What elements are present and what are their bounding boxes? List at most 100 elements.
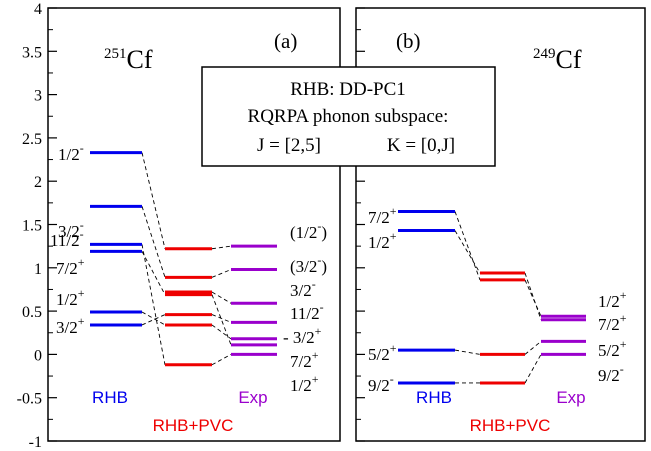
label-spin: 11/2 bbox=[290, 304, 320, 323]
legend-pvc-a: RHB+PVC bbox=[153, 416, 234, 435]
label-spin: 1/2 bbox=[290, 376, 312, 395]
legend-exp-b: Exp bbox=[556, 388, 585, 407]
level-label: 11/2- bbox=[50, 227, 84, 250]
level-label: 3/2- bbox=[58, 218, 84, 241]
label-spin: 9/2 bbox=[368, 376, 390, 395]
y-tick-label: 4 bbox=[34, 1, 42, 18]
label-spin: 5/2 bbox=[368, 345, 390, 364]
label-spin: 3/2 bbox=[58, 222, 80, 241]
label-parity: - bbox=[317, 219, 321, 233]
level-label: 1/2+ bbox=[290, 372, 319, 395]
level-connector bbox=[211, 245, 232, 250]
level-connector bbox=[524, 279, 542, 317]
level-label: (1/2-) bbox=[290, 219, 327, 242]
label-parity: + bbox=[78, 286, 85, 300]
label-parity: + bbox=[78, 255, 85, 269]
panel-a-tag: (a) bbox=[274, 29, 297, 53]
level-connector bbox=[141, 314, 166, 326]
panel-a-symbol: Cf bbox=[127, 45, 153, 74]
level-label: 11/2- bbox=[290, 300, 324, 323]
y-axis: -1 -0.5 0 0.5 1 1.5 2 2.5 3 3.5 4 bbox=[17, 1, 365, 451]
label-prefix: - bbox=[283, 328, 293, 347]
label-parity: - bbox=[390, 372, 394, 386]
label-spin: 7/2 bbox=[56, 259, 78, 278]
label-parity: + bbox=[620, 311, 627, 325]
panel-a-nucleus: 251Cf bbox=[104, 45, 153, 74]
level-label: 7/2+ bbox=[368, 204, 397, 227]
y-tick-label: 2.5 bbox=[22, 131, 42, 148]
info-line-2: RQRPA phonon subspace: bbox=[248, 106, 449, 127]
legend-rhb-b: RHB bbox=[416, 388, 452, 407]
label-suffix: ) bbox=[321, 257, 327, 276]
level-label: 7/2+ bbox=[56, 255, 85, 278]
label-parity: + bbox=[620, 337, 627, 351]
label-spin: (1/2 bbox=[290, 223, 317, 242]
y-tick-label: 3.5 bbox=[22, 44, 42, 61]
level-labels: 1/2-3/2-11/2-7/2+1/2+3/2+(1/2-)(3/2-)3/2… bbox=[50, 141, 627, 395]
level-connector bbox=[524, 354, 542, 384]
info-line-3-k: K = [0,J] bbox=[387, 135, 455, 156]
y-tick-label: 2 bbox=[34, 174, 42, 191]
info-box-frame bbox=[201, 66, 496, 167]
legend-rhb-a: RHB bbox=[92, 388, 128, 407]
level-connector bbox=[211, 291, 232, 304]
levels bbox=[90, 151, 586, 385]
level-connector bbox=[141, 244, 166, 365]
label-parity: - bbox=[317, 253, 321, 267]
y-tick-label: -0.5 bbox=[17, 391, 42, 408]
label-spin: 1/2 bbox=[56, 290, 78, 309]
y-tick-label: 1.5 bbox=[22, 218, 42, 235]
panel-b-nucleus: 249Cf bbox=[533, 45, 582, 74]
label-spin: 1/2 bbox=[598, 292, 620, 311]
y-tick-label: -1 bbox=[29, 434, 42, 451]
level-connector bbox=[454, 211, 481, 281]
panel-b-symbol: Cf bbox=[556, 45, 582, 74]
label-parity: + bbox=[312, 372, 319, 386]
level-connector bbox=[141, 251, 166, 295]
level-connector bbox=[524, 272, 542, 320]
label-spin: 3/2 bbox=[290, 281, 312, 300]
level-connector bbox=[211, 294, 232, 346]
label-spin: 1/2 bbox=[368, 233, 390, 252]
label-parity: + bbox=[390, 229, 397, 243]
level-label: 5/2+ bbox=[598, 337, 627, 360]
y-tick-label: 1 bbox=[34, 261, 42, 278]
label-parity: - bbox=[80, 227, 84, 241]
panel-b-tag: (b) bbox=[396, 29, 421, 53]
y-tick-label: 0.5 bbox=[22, 304, 42, 321]
level-label: 9/2- bbox=[598, 362, 624, 385]
panel-b-mass: 249 bbox=[533, 46, 556, 62]
label-parity: - bbox=[80, 141, 84, 155]
level-connector bbox=[524, 341, 542, 355]
level-label: 1/2+ bbox=[368, 229, 397, 252]
level-label: 9/2- bbox=[368, 372, 394, 395]
label-suffix: ) bbox=[321, 223, 327, 242]
legend-pvc-b: RHB+PVC bbox=[470, 416, 551, 435]
label-parity: + bbox=[390, 341, 397, 355]
label-spin: 1/2 bbox=[58, 145, 80, 164]
label-parity: - bbox=[620, 362, 624, 376]
connectors bbox=[141, 152, 542, 384]
label-spin: (3/2 bbox=[290, 257, 317, 276]
level-label: 1/2+ bbox=[56, 286, 85, 309]
label-parity: + bbox=[315, 324, 322, 338]
level-connector bbox=[141, 311, 166, 326]
level-label: 1/2- bbox=[58, 141, 84, 164]
level-connector bbox=[211, 324, 232, 340]
y-tick-label: 0 bbox=[34, 347, 42, 364]
label-spin: 11/2 bbox=[50, 231, 80, 250]
level-label: 5/2+ bbox=[368, 341, 397, 364]
level-connector bbox=[141, 206, 166, 278]
label-parity: + bbox=[390, 204, 397, 218]
panel-a-mass: 251 bbox=[104, 46, 127, 62]
level-connector bbox=[454, 230, 481, 274]
level-label: - 3/2+ bbox=[283, 324, 322, 347]
level-connector bbox=[454, 349, 481, 355]
label-spin: 7/2 bbox=[598, 315, 620, 334]
info-box: RHB: DD-PC1 RQRPA phonon subspace: J = [… bbox=[201, 66, 496, 167]
label-parity: + bbox=[620, 288, 627, 302]
label-parity: + bbox=[312, 348, 319, 362]
level-connector bbox=[211, 354, 232, 366]
label-spin: 9/2 bbox=[598, 366, 620, 385]
level-label: 7/2+ bbox=[598, 311, 627, 334]
